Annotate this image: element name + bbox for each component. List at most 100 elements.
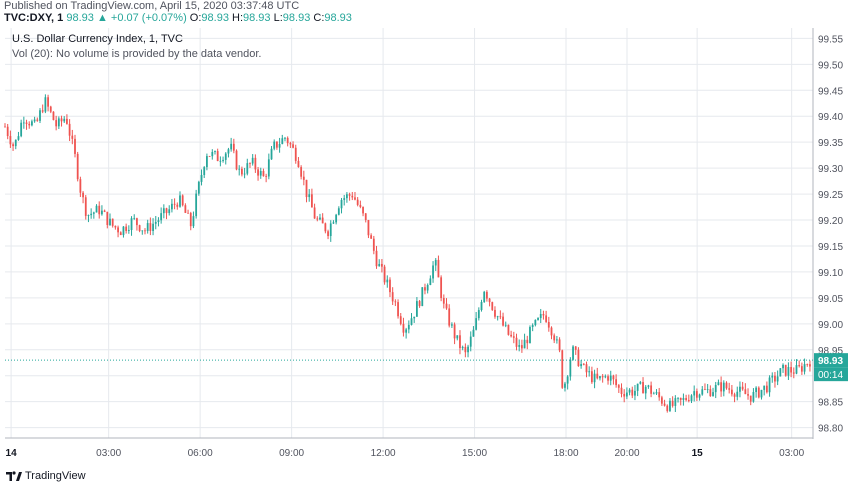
last-price-tag	[814, 353, 848, 368]
candle-body	[590, 371, 593, 383]
candle-body	[709, 389, 712, 397]
candle-body	[712, 392, 714, 397]
candle-body	[628, 389, 631, 393]
candle-body	[585, 364, 588, 373]
candle-body	[267, 159, 270, 177]
y-tick-label: 98.80	[818, 424, 843, 435]
x-tick-label: 12:00	[371, 448, 396, 459]
candle-body	[319, 217, 321, 220]
y-tick-label: 98.95	[818, 346, 843, 357]
candle-body	[302, 176, 305, 180]
brand[interactable]: TradingView	[6, 470, 86, 482]
candle-body	[580, 364, 583, 367]
close-label: C:	[313, 12, 325, 24]
candle-body	[270, 148, 273, 160]
candle-body	[555, 339, 558, 341]
candle-body	[674, 398, 677, 406]
candle-body	[722, 382, 725, 392]
candle-body	[531, 325, 534, 328]
candle-body	[803, 364, 806, 372]
candle-body	[276, 141, 278, 148]
candle-body	[569, 359, 572, 377]
candle-body	[660, 397, 663, 404]
candle-body	[25, 122, 28, 124]
candle-body	[550, 327, 553, 336]
candle-body	[44, 97, 47, 112]
candle-body	[4, 126, 6, 128]
price-chart-svg[interactable]: 99.55 99.50 99.45 99.40 99.35 99.30 99.25 99.20…	[4, 28, 850, 465]
candle-body	[776, 376, 779, 382]
y-tick-label: 99.45	[818, 86, 843, 97]
candle-body	[354, 197, 356, 200]
candle-body	[68, 123, 71, 136]
candle-body	[644, 386, 647, 394]
candle-body	[496, 316, 499, 318]
candle-body	[407, 324, 410, 330]
candle-body	[730, 389, 733, 395]
candle-body	[617, 385, 620, 388]
candle-body	[798, 365, 801, 367]
candle-body	[534, 319, 537, 326]
candle-body	[728, 388, 731, 390]
candle-body	[286, 137, 289, 144]
published-line: Published on TradingView.com, April 15, …	[4, 0, 300, 12]
candle-body	[539, 314, 542, 319]
chart-header: Published on TradingView.com, April 15, …	[0, 0, 852, 30]
last-price-tag-label: 98.93	[818, 356, 843, 367]
candle-body	[582, 364, 585, 365]
candle-body	[157, 220, 160, 223]
candle-body	[526, 339, 529, 344]
candle-body	[98, 205, 101, 215]
candle-body	[289, 143, 292, 145]
candle-body	[52, 111, 55, 121]
candle-body	[391, 292, 394, 302]
candle-body	[448, 308, 451, 326]
candle-body	[429, 278, 432, 285]
chart-title[interactable]: U.S. Dollar Currency Index, 1, TVC	[12, 33, 183, 45]
candle-body	[90, 213, 93, 216]
candle-body	[601, 376, 604, 378]
candle-body	[426, 284, 429, 291]
candle-body	[566, 376, 569, 384]
candle-body	[434, 259, 437, 266]
candle-body	[71, 135, 74, 139]
candle-body	[173, 203, 176, 205]
candle-body	[502, 316, 504, 326]
candle-body	[467, 346, 469, 353]
candle-body	[415, 301, 418, 317]
candle-body	[510, 334, 513, 337]
candle-body	[305, 179, 308, 198]
candle-body	[284, 137, 286, 139]
candle-body	[95, 205, 98, 213]
candle-body	[679, 397, 682, 400]
y-tick-label: 99.20	[818, 216, 843, 227]
candle-body	[192, 216, 195, 227]
candle-body	[593, 373, 596, 383]
symbol-label[interactable]: TVC:DXY, 1	[4, 12, 64, 24]
chart-area[interactable]: 99.55 99.50 99.45 99.40 99.35 99.30 99.25 99.20…	[4, 28, 850, 465]
candle-body	[402, 323, 405, 333]
candle-body	[130, 218, 133, 230]
candle-body	[28, 123, 31, 126]
candle-body	[399, 316, 402, 324]
candle-body	[480, 302, 483, 311]
candle-body	[106, 211, 109, 226]
candle-body	[809, 364, 811, 367]
candle-body	[224, 153, 227, 160]
candle-body	[574, 346, 577, 350]
x-tick-label: 15	[692, 448, 704, 459]
candle-body	[491, 302, 494, 310]
candle-body	[378, 263, 381, 267]
candle-body	[203, 167, 206, 176]
candle-body	[755, 387, 758, 393]
candle-body	[246, 163, 249, 174]
candle-body	[195, 193, 198, 217]
candle-body	[424, 287, 426, 291]
candle-body	[763, 385, 766, 390]
candle-body	[687, 400, 690, 401]
candle-body	[736, 391, 739, 397]
candle-body	[639, 382, 642, 384]
candle-body	[208, 156, 211, 157]
candle-body	[558, 339, 561, 351]
footer: TradingView	[0, 466, 852, 485]
